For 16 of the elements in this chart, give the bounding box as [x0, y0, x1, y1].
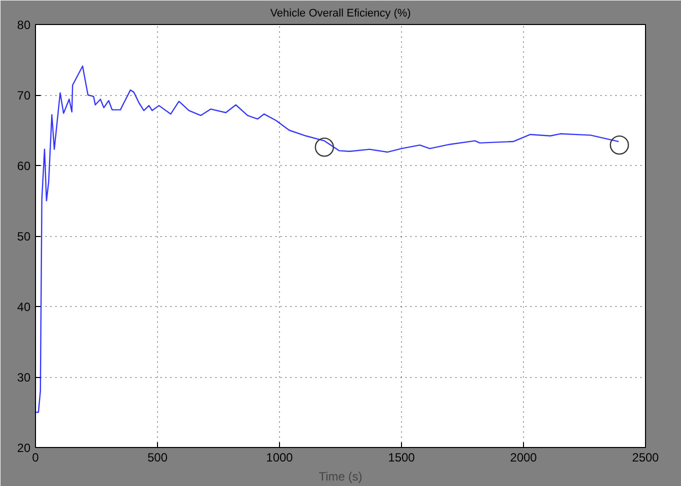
chart-title: Vehicle Overall Eficiency (%)	[270, 8, 411, 20]
x-tick-label: 2000	[510, 450, 538, 464]
line-series	[36, 65, 620, 413]
x-tick-label: 1000	[266, 450, 294, 464]
y-tick-label: 20	[17, 441, 31, 455]
x-tick-label: 0	[32, 450, 40, 464]
x-tick-label: 2500	[632, 450, 660, 464]
y-tick-label: 70	[17, 88, 31, 102]
y-tick-label: 40	[17, 300, 31, 314]
y-tick-label: 80	[17, 18, 31, 32]
x-axis-title: Time (s)	[318, 470, 362, 484]
y-tick-label: 60	[17, 159, 31, 173]
y-tick-label: 30	[17, 370, 31, 384]
y-tick-label: 50	[17, 230, 31, 244]
x-tick-label: 1500	[388, 450, 416, 464]
x-tick-label: 500	[147, 450, 168, 464]
